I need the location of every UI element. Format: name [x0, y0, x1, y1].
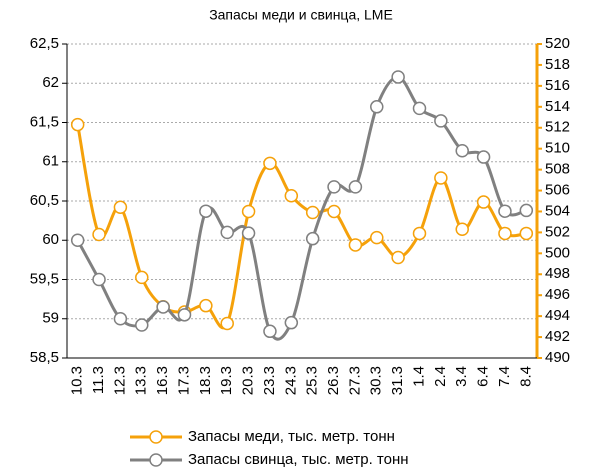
point [220, 225, 234, 240]
point [498, 226, 512, 241]
point [70, 233, 85, 247]
legend-marker [149, 430, 163, 444]
point [135, 318, 149, 332]
x-tick-label: 17.3 [175, 366, 192, 395]
y2-tick-label: 506 [545, 182, 570, 199]
point [305, 231, 320, 246]
point [113, 200, 128, 215]
point [92, 227, 106, 242]
x-tick-label: 19.3 [218, 366, 235, 395]
point [391, 250, 405, 265]
y-tick-label: 59,5 [30, 270, 59, 287]
y2-tick-label: 508 [545, 161, 570, 178]
point [327, 180, 341, 194]
x-tick-label: 23.3 [261, 366, 278, 395]
y2-tick-label: 502 [545, 223, 570, 240]
point [263, 156, 277, 171]
y2-tick-label: 496 [545, 286, 570, 303]
y2-tick-label: 516 [545, 77, 570, 94]
y-tick-label: 62 [42, 74, 59, 91]
point [199, 298, 213, 313]
y2-tick-label: 500 [545, 244, 570, 261]
y2-tick-label: 504 [545, 202, 570, 219]
point [156, 300, 170, 314]
point [391, 70, 405, 84]
point [284, 315, 299, 330]
y2-tick-label: 510 [545, 140, 570, 157]
chart-title: Запасы меди и свинца, LME [209, 7, 393, 23]
y2-tick-label: 512 [545, 119, 570, 136]
point [348, 238, 363, 252]
y2-tick-label: 492 [545, 328, 570, 345]
point [348, 180, 363, 194]
x-tick-label: 20.3 [240, 366, 257, 395]
point [455, 144, 469, 158]
legend-label: Запасы свинца, тыс. метр. тонн [188, 451, 409, 468]
point [519, 203, 534, 218]
x-tick-label: 25.3 [304, 366, 321, 395]
point [455, 222, 469, 237]
point [113, 312, 128, 326]
x-tick-label: 6.4 [475, 366, 492, 387]
y2-tick-label: 518 [545, 56, 570, 73]
y-tick-label: 60,5 [30, 192, 59, 209]
y2-tick-label: 490 [545, 349, 570, 366]
y2-tick-label: 494 [545, 307, 570, 324]
series-line [76, 75, 527, 341]
x-tick-label: 30.3 [368, 366, 385, 395]
point [498, 204, 512, 218]
x-tick-label: 18.3 [197, 366, 214, 395]
y-tick-label: 59 [42, 310, 59, 327]
point [370, 100, 384, 114]
y2-tick-label: 520 [545, 35, 570, 52]
x-tick-label: 27.3 [346, 366, 363, 395]
point [412, 226, 427, 241]
x-tick-label: 8.4 [517, 366, 534, 387]
x-tick-label: 31.3 [389, 366, 406, 395]
y-tick-label: 60 [42, 231, 59, 248]
point [284, 189, 299, 203]
x-tick-label: 12.3 [111, 366, 128, 395]
point [135, 270, 149, 285]
point [199, 204, 213, 218]
y-tick-label: 61 [42, 153, 59, 170]
point [305, 205, 320, 220]
y-tick-label: 62,5 [30, 35, 59, 52]
point [92, 272, 106, 287]
y2-tick-label: 514 [545, 98, 570, 115]
point [434, 171, 448, 185]
legend-marker [149, 453, 163, 467]
x-tick-label: 26.3 [325, 366, 342, 395]
point [263, 324, 277, 339]
point [519, 226, 534, 241]
x-tick-label: 2.4 [432, 366, 449, 387]
x-tick-label: 16.3 [154, 366, 171, 395]
point [476, 150, 491, 164]
x-tick-label: 10.3 [69, 366, 86, 395]
x-tick-label: 24.3 [282, 366, 299, 395]
y-tick-label: 58,5 [30, 349, 59, 366]
point [476, 195, 491, 209]
point [327, 204, 341, 219]
point [220, 316, 234, 331]
x-tick-label: 7.4 [496, 366, 513, 387]
x-tick-label: 3.4 [453, 366, 470, 387]
legend-label: Запасы меди, тыс. метр. тонн [188, 428, 395, 445]
x-tick-label: 1.4 [410, 366, 427, 387]
point [241, 204, 256, 219]
y-tick-label: 61,5 [30, 113, 59, 130]
point [241, 226, 256, 240]
y2-tick-label: 498 [545, 265, 570, 282]
x-tick-label: 13.3 [133, 366, 150, 395]
x-tick-label: 11.3 [90, 366, 107, 394]
point [177, 308, 192, 322]
point [370, 230, 384, 245]
point [434, 114, 448, 128]
point [70, 117, 85, 132]
point [412, 101, 427, 116]
